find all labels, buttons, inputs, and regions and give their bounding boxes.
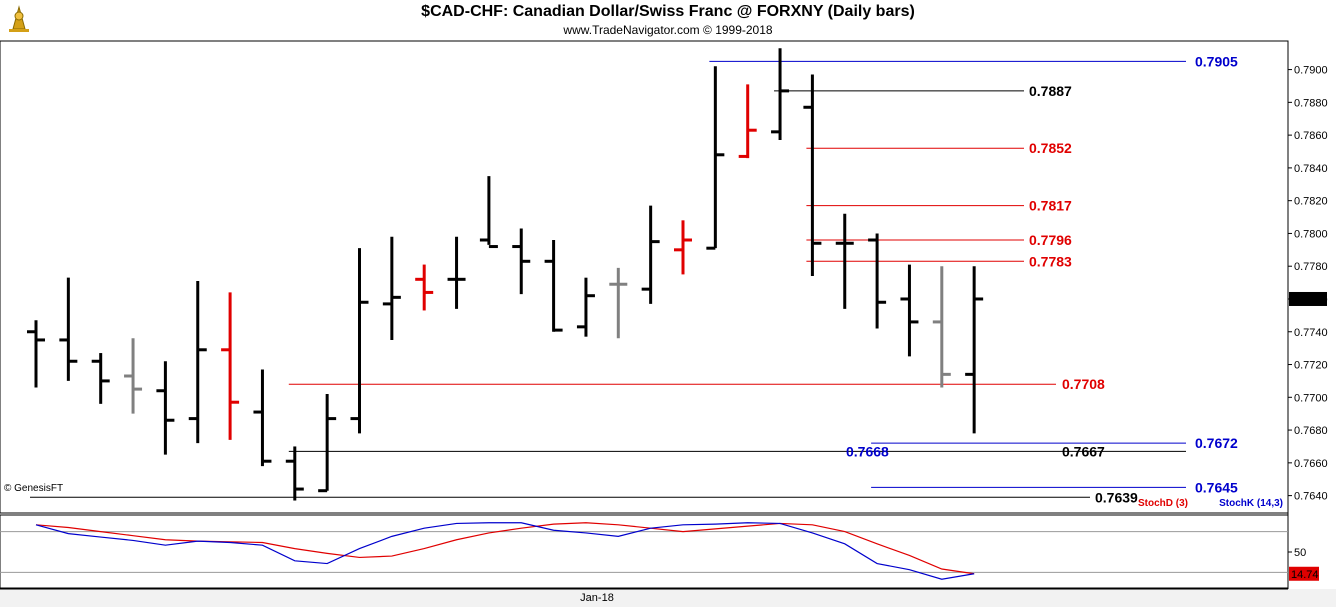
chart-title: $CAD-CHF: Canadian Dollar/Swiss Franc @ … bbox=[421, 3, 915, 20]
ohlc-bar bbox=[900, 264, 919, 357]
stoch-panel-frame bbox=[0, 514, 1289, 589]
ohlc-bar bbox=[835, 213, 854, 309]
ohlc-bar bbox=[415, 264, 434, 311]
ohlc-bar bbox=[188, 280, 207, 444]
ohlc-bar bbox=[674, 220, 692, 275]
ohlc-bar bbox=[576, 277, 595, 337]
chart-subtitle: www.TradeNavigator.com © 1999-2018 bbox=[563, 23, 773, 37]
price-tick-label: 0.7780 bbox=[1294, 261, 1328, 273]
price-panel-frame bbox=[0, 40, 1289, 514]
ohlc-bar bbox=[544, 239, 563, 332]
level-label-0.7645: 0.7645 bbox=[1195, 479, 1238, 495]
last-price-badge bbox=[1289, 291, 1327, 306]
time-axis-band bbox=[0, 589, 1336, 607]
level-label-0.7672: 0.7672 bbox=[1195, 435, 1238, 451]
price-tick-label: 0.7680 bbox=[1294, 425, 1328, 437]
ohlc-bar bbox=[738, 84, 757, 159]
level-label-0.7639: 0.7639 bbox=[1095, 489, 1138, 505]
ohlc-bar bbox=[965, 266, 984, 434]
price-tick-label: 0.7820 bbox=[1294, 196, 1328, 208]
ohlc-bar bbox=[447, 236, 466, 309]
price-tick-label: 0.7640 bbox=[1294, 491, 1328, 503]
ohlc-bar bbox=[318, 394, 337, 493]
price-tick-label: 0.7840 bbox=[1294, 163, 1328, 175]
trade-navigator-logo-icon bbox=[4, 4, 34, 34]
stoch-line-k bbox=[35, 522, 975, 580]
ohlc-bar bbox=[350, 248, 369, 434]
level-label-0.7905: 0.7905 bbox=[1195, 53, 1238, 69]
ohlc-bar bbox=[771, 48, 790, 141]
legend-stoch-k: StochK (14,3) bbox=[1219, 498, 1283, 509]
last-price-value: 0.7760 bbox=[1292, 294, 1326, 306]
stoch-gridlines bbox=[0, 531, 1288, 573]
ohlc-bar bbox=[59, 277, 78, 381]
ohlc-bar bbox=[221, 292, 240, 440]
price-tick-label: 0.7700 bbox=[1294, 392, 1328, 404]
level-label-0.7796: 0.7796 bbox=[1029, 232, 1072, 248]
ohlc-bar bbox=[253, 369, 272, 467]
ohlc-bar bbox=[609, 267, 628, 339]
legend-stoch-d: StochD (3) bbox=[1138, 498, 1188, 509]
time-axis-label: Jan-18 bbox=[580, 592, 614, 604]
stoch-tick-label: 50 bbox=[1294, 547, 1306, 559]
ohlc-bar bbox=[382, 236, 401, 340]
price-tick-label: 0.7880 bbox=[1294, 97, 1328, 109]
level-label-0.7783: 0.7783 bbox=[1029, 253, 1072, 269]
price-tick-label: 0.7740 bbox=[1294, 327, 1328, 339]
level-label-extra: 0.7668 bbox=[846, 443, 889, 459]
level-label-0.7887: 0.7887 bbox=[1029, 83, 1072, 99]
stochastic-lines bbox=[35, 522, 975, 580]
ohlc-bar bbox=[27, 320, 45, 388]
level-label-0.7667: 0.7667 bbox=[1062, 443, 1105, 459]
ohlc-bar bbox=[124, 338, 143, 414]
level-label-0.7852: 0.7852 bbox=[1029, 140, 1072, 156]
ohlc-bar bbox=[868, 233, 887, 329]
ohlc-bar bbox=[932, 266, 951, 388]
stoch-value-text: 14.74 bbox=[1291, 569, 1319, 581]
price-levels: 0.7905 0.7887 0.7852 0.7817 0.7796 0.7783 0.77… bbox=[30, 53, 1238, 505]
price-tick-label: 0.7720 bbox=[1294, 360, 1328, 372]
ohlc-bar bbox=[91, 353, 110, 404]
price-tick-label: 0.7900 bbox=[1294, 65, 1328, 77]
ohlc-bars bbox=[27, 48, 984, 501]
level-label-0.7817: 0.7817 bbox=[1029, 198, 1072, 214]
ohlc-bar bbox=[803, 74, 822, 277]
ohlc-bar bbox=[479, 176, 498, 249]
watermark-text: © GenesisFT bbox=[4, 483, 63, 494]
stoch-value-badge bbox=[1289, 566, 1319, 581]
stoch-axis: 50 14.74 bbox=[1288, 547, 1319, 581]
ohlc-bar bbox=[285, 446, 304, 501]
ohlc-bar bbox=[156, 361, 175, 455]
ohlc-bar bbox=[512, 228, 531, 295]
ohlc-bar bbox=[706, 66, 725, 250]
ohlc-bar bbox=[641, 205, 660, 304]
chart-header: $CAD-CHF: Canadian Dollar/Swiss Franc @ … bbox=[0, 0, 1336, 40]
price-tick-label: 0.7860 bbox=[1294, 130, 1328, 142]
price-tick-label: 0.7800 bbox=[1294, 228, 1328, 240]
level-label-0.7708: 0.7708 bbox=[1062, 376, 1105, 392]
stoch-line-d bbox=[35, 522, 975, 575]
price-tick-label: 0.7660 bbox=[1294, 458, 1328, 470]
price-axis: 0.7900 0.7880 0.7860 0.7840 0.7820 0.7800 0.77… bbox=[1288, 65, 1328, 503]
